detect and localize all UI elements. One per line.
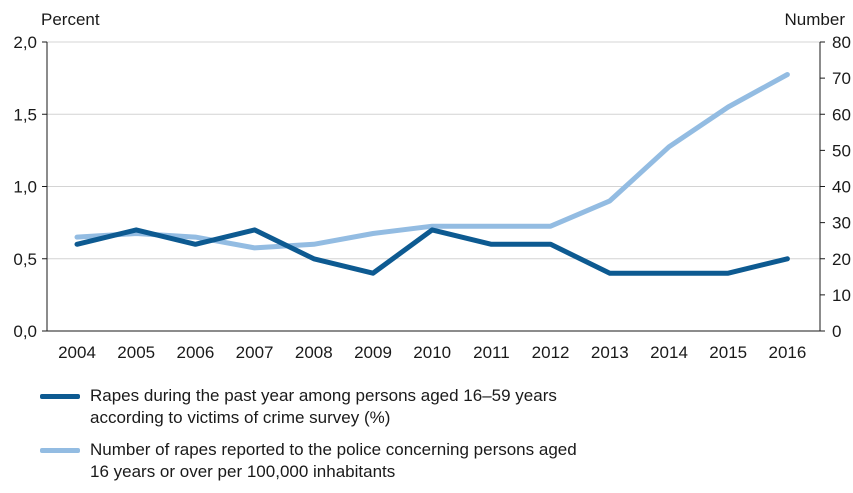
- x-tick-label: 2006: [176, 343, 214, 362]
- series-line-survey: [74, 227, 790, 276]
- legend-label-survey-line1: Rapes during the past year among persons…: [90, 386, 557, 405]
- legend-label-police-line2: 16 years or over per 100,000 inhabitants: [90, 462, 396, 481]
- right-axis-title: Number: [785, 10, 846, 29]
- left-tick-label: 1,5: [13, 105, 37, 124]
- right-tick-label: 70: [832, 69, 851, 88]
- tick-labels: 0,0 0,5 1,0 1,5 2,0 0 10 20 30 40 50 60 70 80 2004 2005…: [13, 33, 851, 362]
- left-axis-title: Percent: [41, 10, 100, 29]
- x-tick-label: 2010: [413, 343, 451, 362]
- left-tick-label: 0,5: [13, 250, 37, 269]
- x-tick-label: 2015: [709, 343, 747, 362]
- left-tick-label: 2,0: [13, 33, 37, 52]
- legend-swatch-police: [40, 448, 80, 453]
- legend-item-survey: Rapes during the past year among persons…: [40, 385, 840, 429]
- x-tick-label: 2005: [117, 343, 155, 362]
- left-tick-label: 1,0: [13, 178, 37, 197]
- right-tick-label: 30: [832, 214, 851, 233]
- legend-label-police-line1: Number of rapes reported to the police c…: [90, 440, 577, 459]
- x-tick-label: 2007: [236, 343, 274, 362]
- right-tick-label: 80: [832, 33, 851, 52]
- x-tick-label: 2011: [473, 343, 510, 362]
- series-line-police: [74, 72, 790, 251]
- legend-label-survey-line2: according to victims of crime survey (%): [90, 408, 391, 427]
- x-tick-label: 2016: [768, 343, 806, 362]
- legend: Rapes during the past year among persons…: [40, 385, 840, 493]
- x-tick-label: 2014: [650, 343, 688, 362]
- x-tick-label: 2009: [354, 343, 392, 362]
- grid-lines: [47, 41, 820, 260]
- right-tick-label: 60: [832, 105, 851, 124]
- right-tick-label: 40: [832, 178, 851, 197]
- series-lines: [74, 72, 790, 276]
- right-tick-label: 20: [832, 250, 851, 269]
- x-tick-label: 2012: [532, 343, 570, 362]
- right-tick-label: 50: [832, 141, 851, 160]
- x-tick-label: 2008: [295, 343, 333, 362]
- legend-swatch-survey: [40, 394, 80, 399]
- right-tick-label: 0: [832, 322, 841, 341]
- left-tick-label: 0,0: [13, 322, 37, 341]
- x-tick-label: 2004: [58, 343, 96, 362]
- axes: [42, 41, 825, 332]
- legend-item-police: Number of rapes reported to the police c…: [40, 439, 840, 483]
- right-tick-label: 10: [832, 286, 851, 305]
- x-tick-label: 2013: [591, 343, 629, 362]
